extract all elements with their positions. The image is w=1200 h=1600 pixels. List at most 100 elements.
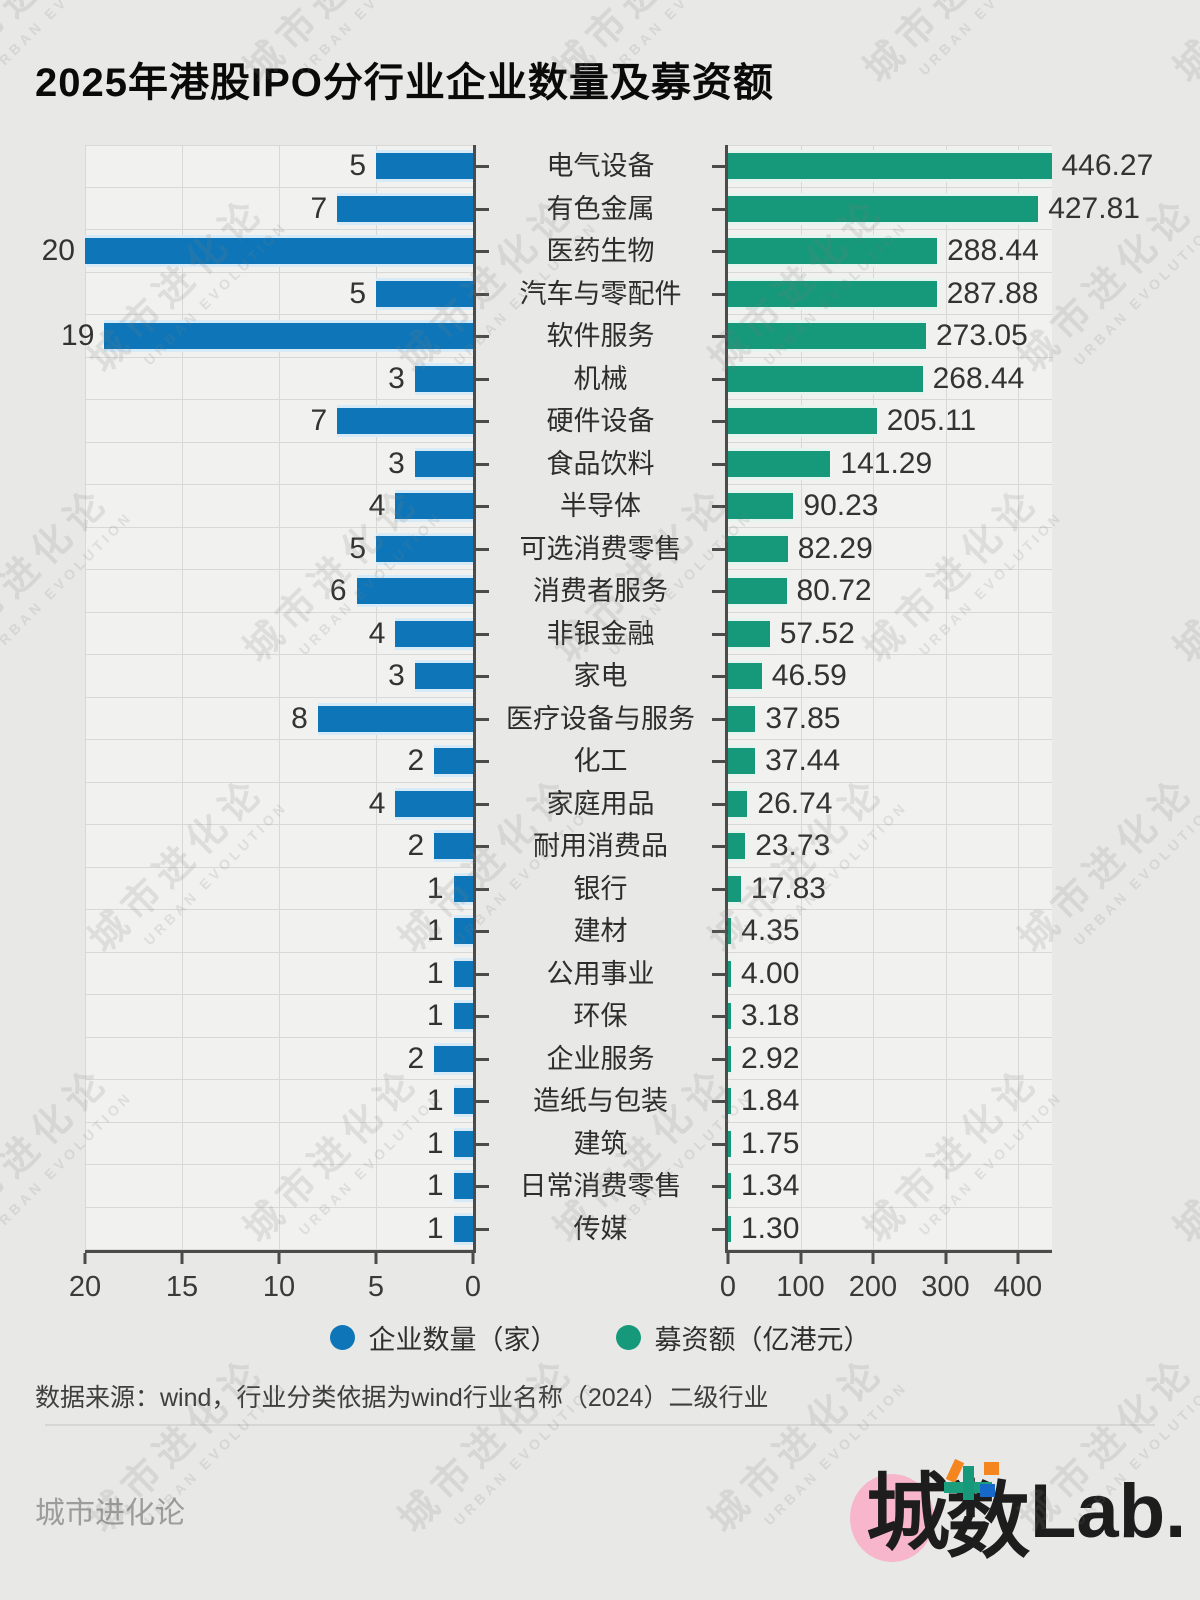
count-value-label: 3 xyxy=(388,659,405,692)
count-row: 4 xyxy=(85,783,473,825)
amount-value-label: 57.52 xyxy=(779,616,855,650)
grid-line xyxy=(873,145,874,1250)
amount-rows: 446.27 427.81 288.44 287.88 273.05 268.44 205.… xyxy=(728,145,1153,1250)
count-bar xyxy=(414,450,473,477)
count-row: 1 xyxy=(85,953,473,995)
axis-tick xyxy=(1016,1253,1020,1264)
brand-name: 城市进化论 xyxy=(35,1497,185,1530)
category-label: 汽车与零配件 xyxy=(519,278,682,309)
amount-bar-track xyxy=(728,660,762,692)
count-bar-track xyxy=(414,660,473,692)
count-value-label: 1 xyxy=(426,956,444,990)
count-bar xyxy=(104,323,473,349)
amount-bar-track xyxy=(728,362,923,395)
count-bar-track xyxy=(414,362,473,395)
amount-row: 82.29 xyxy=(728,528,1052,570)
amount-value-label: 268.44 xyxy=(932,361,1025,395)
count-bar xyxy=(376,280,473,307)
count-value-label: 1 xyxy=(426,1169,444,1202)
category-label: 半导体 xyxy=(560,491,641,521)
axis-tick xyxy=(476,930,489,933)
amount-bar xyxy=(728,1130,731,1157)
axis-tick xyxy=(712,845,725,848)
amount-bar-track xyxy=(728,915,732,947)
count-value-label: 1 xyxy=(426,1126,444,1160)
count-bar xyxy=(317,705,473,732)
count-row: 8 xyxy=(85,698,473,740)
axis-tick xyxy=(476,207,489,211)
logo-accent-blue-icon xyxy=(980,1484,995,1497)
amount-value-label: 205.11 xyxy=(886,404,977,437)
amount-bar xyxy=(728,833,746,859)
lab-logo: 城 数 Lab. xyxy=(850,1428,1186,1578)
count-bar xyxy=(453,960,473,987)
count-value-label: 3 xyxy=(388,361,405,395)
amount-row: 427.81 xyxy=(728,188,1140,230)
amount-row: 37.85 xyxy=(728,698,1052,740)
axis-tick-label: 200 xyxy=(848,1271,898,1303)
axis-tick xyxy=(712,1057,725,1061)
axis-tick xyxy=(83,1253,87,1264)
amount-bar-track xyxy=(728,1127,731,1160)
amount-value-label: 1.30 xyxy=(741,1211,800,1245)
count-value-label: 1 xyxy=(426,1211,444,1245)
count-bar-track xyxy=(104,320,473,352)
legend-item-count: 企业数量（家） xyxy=(329,1318,558,1357)
grid-line xyxy=(1018,145,1019,1250)
amount-bar xyxy=(728,1088,731,1114)
amount-bar xyxy=(728,493,794,519)
count-bar-track xyxy=(453,1085,473,1117)
category-label: 耐用消费品 xyxy=(533,831,668,861)
axis-tick xyxy=(712,207,725,211)
amount-value-label: 427.81 xyxy=(1048,191,1140,225)
amount-plot: 446.27 427.81 288.44 287.88 273.05 268.44 205.… xyxy=(725,145,1153,1250)
axis-tick xyxy=(476,1142,489,1146)
category-label: 电气设备 xyxy=(546,151,655,181)
count-bar xyxy=(395,790,473,817)
amount-bar xyxy=(728,408,877,434)
amount-bar xyxy=(728,620,770,647)
axis-tick xyxy=(712,1015,725,1018)
amount-bar-track xyxy=(728,1212,731,1245)
amount-bar xyxy=(728,1215,731,1242)
amount-value-label: 23.73 xyxy=(755,829,831,862)
count-bar-track xyxy=(376,532,473,565)
grid-line xyxy=(376,145,377,1250)
amount-bar xyxy=(728,1003,731,1029)
amount-bar-track xyxy=(728,575,787,607)
category-label: 建筑 xyxy=(573,1128,628,1159)
axis-tick xyxy=(471,1253,475,1264)
count-value-label: 1 xyxy=(426,871,444,905)
axis-tick xyxy=(476,590,489,593)
count-bar xyxy=(453,918,473,944)
amount-value-label: 273.05 xyxy=(936,319,1028,352)
category-label: 医药生物 xyxy=(546,236,655,266)
count-row: 1 xyxy=(85,1165,473,1208)
amount-row: 273.05 xyxy=(728,315,1052,358)
axis-tick xyxy=(712,1100,725,1103)
count-plot: 5 7 20 5 19 3 7 3 4 5 6 4 3 8 2 4 2 1 1 1 1 2 1 1 1 1 xyxy=(42,145,476,1250)
amount-row: 1.84 xyxy=(728,1080,1052,1123)
category-label: 传媒 xyxy=(573,1213,628,1244)
amount-bar xyxy=(728,918,732,944)
axis-tick xyxy=(476,1057,489,1061)
category-label: 家电 xyxy=(573,661,628,691)
logo-accent-orange-icon xyxy=(984,1462,999,1475)
count-value-label: 1 xyxy=(426,999,444,1032)
count-bar-track xyxy=(434,745,473,777)
amount-bar-track xyxy=(728,150,1052,182)
amount-value-label: 287.88 xyxy=(946,276,1039,310)
axis-tick xyxy=(476,1185,489,1188)
count-value-label: 5 xyxy=(349,276,366,310)
count-value-label: 4 xyxy=(368,616,386,650)
amount-bar-track xyxy=(728,1000,731,1032)
amount-bar xyxy=(728,663,762,689)
count-bar-track xyxy=(337,192,473,225)
count-bar-track xyxy=(376,150,473,182)
axis-tick xyxy=(476,717,489,721)
amount-value-label: 37.85 xyxy=(765,701,841,735)
count-row: 20 xyxy=(42,230,473,273)
amount-value-label: 4.00 xyxy=(741,956,800,990)
count-row: 4 xyxy=(85,485,473,528)
